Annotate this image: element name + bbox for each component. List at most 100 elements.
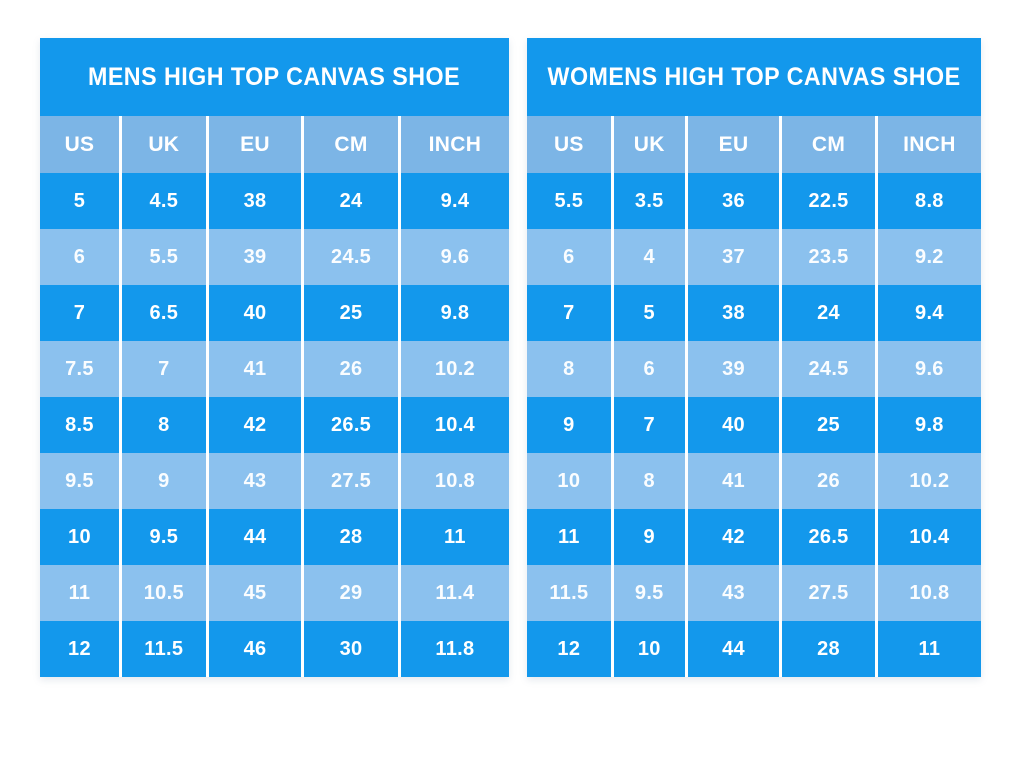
table-cell: 11 [400, 509, 509, 565]
table-cell: 9.4 [877, 285, 981, 341]
table-cell: 43 [687, 565, 780, 621]
table-cell: 5.5 [121, 229, 206, 285]
table-cell: 23.5 [782, 229, 875, 285]
table-cell: 6.5 [121, 285, 206, 341]
table-cell: 44 [687, 621, 780, 677]
table-cell: 7 [121, 341, 206, 397]
table-body: 5.5 3.5 36 22.5 8.8 6 4 37 23.5 9.2 7 5 38 24 9.4 8 6 39 2… [527, 173, 981, 677]
table-body: 5 4.5 38 24 9.4 6 5.5 39 24.5 9.6 7 6.5 40 25 9.8 7.5 7 4… [40, 173, 509, 677]
table-cell: 11.5 [121, 621, 206, 677]
table-cell: 10.4 [400, 397, 509, 453]
table-cell: 7 [527, 285, 611, 341]
table-cell: 28 [782, 621, 875, 677]
table-cell: 10.8 [400, 453, 509, 509]
table-cell: 44 [208, 509, 302, 565]
table-row: 11 10.5 45 29 11.4 [40, 565, 509, 621]
table-cell: 45 [208, 565, 302, 621]
table-cell: 8.8 [877, 173, 981, 229]
table-cell: 26.5 [304, 397, 398, 453]
table-cell: 6 [40, 229, 119, 285]
table-cell: 43 [208, 453, 302, 509]
table-cell: 39 [208, 229, 302, 285]
table-cell: 24.5 [782, 341, 875, 397]
table-row: 7 6.5 40 25 9.8 [40, 285, 509, 341]
table-cell: 11.5 [527, 565, 611, 621]
table-cell: 7 [40, 285, 119, 341]
column-header: UK [613, 116, 685, 173]
table-cell: 29 [304, 565, 398, 621]
table-cell: 10.4 [877, 509, 981, 565]
table-cell: 26 [304, 341, 398, 397]
table-header-row: US UK EU CM INCH [527, 116, 981, 173]
table-row: 7 5 38 24 9.4 [527, 285, 981, 341]
column-header: UK [121, 116, 206, 173]
table-cell: 42 [208, 397, 302, 453]
table-cell: 40 [208, 285, 302, 341]
table-row: 7.5 7 41 26 10.2 [40, 341, 509, 397]
table-cell: 10 [527, 453, 611, 509]
table-cell: 26 [782, 453, 875, 509]
table-cell: 27.5 [782, 565, 875, 621]
table-cell: 9.8 [400, 285, 509, 341]
table-cell: 39 [687, 341, 780, 397]
table-row: 12 11.5 46 30 11.8 [40, 621, 509, 677]
table-cell: 24 [782, 285, 875, 341]
table-cell: 12 [40, 621, 119, 677]
table-cell: 30 [304, 621, 398, 677]
table-cell: 28 [304, 509, 398, 565]
table-cell: 9.8 [877, 397, 981, 453]
table-cell: 22.5 [782, 173, 875, 229]
tables-container: MENS HIGH TOP CANVAS SHOE US UK EU CM INCH 5… [40, 38, 981, 677]
table-cell: 11.8 [400, 621, 509, 677]
table-cell: 9 [121, 453, 206, 509]
table-cell: 9.5 [40, 453, 119, 509]
table-cell: 9.2 [877, 229, 981, 285]
table-cell: 25 [304, 285, 398, 341]
table-cell: 6 [613, 341, 685, 397]
table-row: 9 7 40 25 9.8 [527, 397, 981, 453]
table-cell: 10.8 [877, 565, 981, 621]
table-row: 5 4.5 38 24 9.4 [40, 173, 509, 229]
table-cell: 10.2 [400, 341, 509, 397]
table-cell: 10 [613, 621, 685, 677]
table-cell: 25 [782, 397, 875, 453]
table-cell: 26.5 [782, 509, 875, 565]
table-cell: 8 [121, 397, 206, 453]
table-cell: 38 [687, 285, 780, 341]
table-cell: 40 [687, 397, 780, 453]
table-cell: 3.5 [613, 173, 685, 229]
column-header: INCH [400, 116, 509, 173]
table-cell: 8 [613, 453, 685, 509]
womens-size-table: WOMENS HIGH TOP CANVAS SHOE US UK EU CM INCH… [527, 38, 981, 677]
mens-size-table: MENS HIGH TOP CANVAS SHOE US UK EU CM INCH 5… [40, 38, 509, 677]
table-header-row: US UK EU CM INCH [40, 116, 509, 173]
table-cell: 9.5 [613, 565, 685, 621]
table-row: 6 5.5 39 24.5 9.6 [40, 229, 509, 285]
table-row: 9.5 9 43 27.5 10.8 [40, 453, 509, 509]
table-cell: 10.5 [121, 565, 206, 621]
table-title-text: MENS HIGH TOP CANVAS SHOE [88, 62, 461, 91]
table-row: 8.5 8 42 26.5 10.4 [40, 397, 509, 453]
table-cell: 9 [527, 397, 611, 453]
table-cell: 5.5 [527, 173, 611, 229]
table-cell: 9 [613, 509, 685, 565]
table-cell: 11 [40, 565, 119, 621]
table-cell: 4 [613, 229, 685, 285]
column-header: CM [304, 116, 398, 173]
table-cell: 46 [208, 621, 302, 677]
table-cell: 8.5 [40, 397, 119, 453]
table-cell: 24 [304, 173, 398, 229]
table-cell: 10.2 [877, 453, 981, 509]
table-cell: 5 [40, 173, 119, 229]
table-cell: 11 [527, 509, 611, 565]
column-header: US [527, 116, 611, 173]
table-cell: 38 [208, 173, 302, 229]
table-row: 5.5 3.5 36 22.5 8.8 [527, 173, 981, 229]
table-cell: 11.4 [400, 565, 509, 621]
table-cell: 9.4 [400, 173, 509, 229]
table-cell: 41 [687, 453, 780, 509]
table-cell: 9.6 [877, 341, 981, 397]
table-cell: 27.5 [304, 453, 398, 509]
table-row: 12 10 44 28 11 [527, 621, 981, 677]
